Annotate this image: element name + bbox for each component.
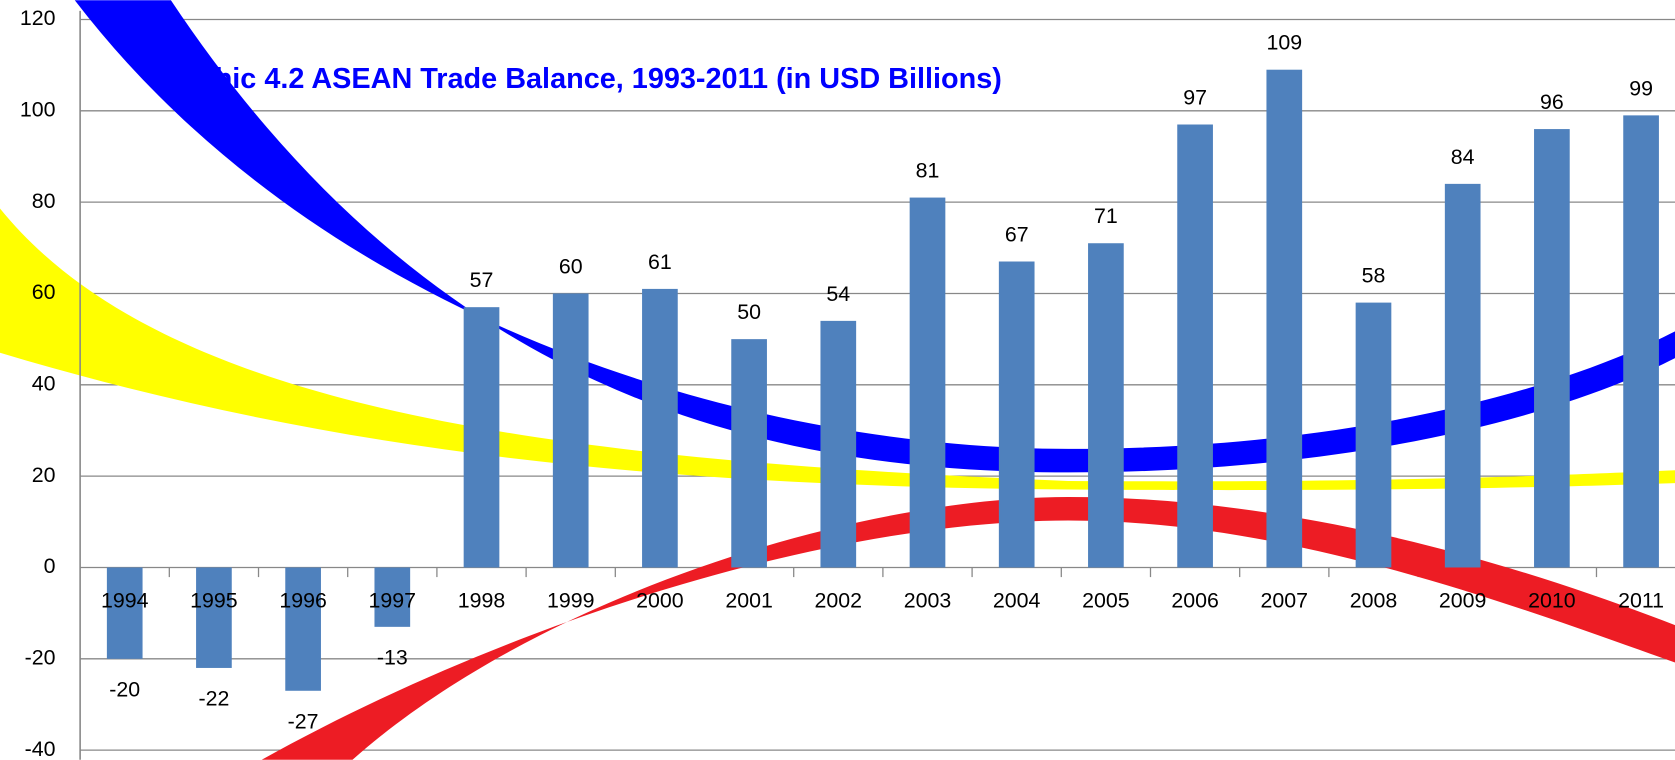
bar xyxy=(820,321,856,568)
x-tick-label: 2008 xyxy=(1350,588,1398,612)
x-tick-label: 2006 xyxy=(1171,588,1219,612)
y-tick-label: -40 xyxy=(25,737,56,760)
x-tick-label: 2007 xyxy=(1261,588,1309,612)
bar xyxy=(1534,129,1570,567)
x-tick-label: 1994 xyxy=(101,588,149,612)
data-label: 54 xyxy=(826,282,850,306)
x-tick-label: 2003 xyxy=(904,588,952,612)
data-label: 81 xyxy=(916,159,940,183)
x-tick-label: 1999 xyxy=(547,588,595,612)
bar xyxy=(553,293,589,567)
x-tick-label: 1995 xyxy=(190,588,238,612)
x-tick-label: 1996 xyxy=(279,588,327,612)
bar xyxy=(1623,115,1659,567)
x-tick-label: 2004 xyxy=(993,588,1041,612)
data-label: 99 xyxy=(1629,76,1653,100)
y-tick-label: 120 xyxy=(20,6,56,30)
y-tick-label: 60 xyxy=(32,280,56,304)
x-tick-label: 2005 xyxy=(1082,588,1130,612)
x-tick-label: 2001 xyxy=(725,588,773,612)
y-tick-label: 0 xyxy=(44,554,56,578)
x-tick-label: 2009 xyxy=(1439,588,1487,612)
y-tick-label: -20 xyxy=(25,645,56,669)
chart: Graphic 4.2 ASEAN Trade Balance, 1993-20… xyxy=(0,0,1675,760)
data-label: 71 xyxy=(1094,204,1118,228)
bar xyxy=(1088,243,1124,567)
x-tick-label: 1998 xyxy=(458,588,506,612)
bar xyxy=(1356,303,1392,568)
data-label: -22 xyxy=(198,687,229,711)
x-tick-label: 1997 xyxy=(369,588,417,612)
bar xyxy=(464,307,500,567)
data-label: 84 xyxy=(1451,145,1475,169)
data-label: -27 xyxy=(288,709,319,733)
bar xyxy=(642,289,678,568)
data-label: 50 xyxy=(737,300,761,324)
data-label: 60 xyxy=(559,254,583,278)
data-label: 61 xyxy=(648,250,672,274)
bar xyxy=(285,567,321,690)
data-label: 57 xyxy=(470,268,494,292)
y-tick-label: 40 xyxy=(32,371,56,395)
data-label: -13 xyxy=(377,646,408,670)
data-label: 109 xyxy=(1266,31,1302,55)
bar xyxy=(196,567,232,667)
bar xyxy=(107,567,143,658)
x-tick-label: 2010 xyxy=(1528,588,1576,612)
y-tick-label: 80 xyxy=(32,189,56,213)
y-tick-label: 100 xyxy=(20,97,56,121)
page: {"chart_data": {"type": "bar", "title": … xyxy=(0,0,1675,760)
bar xyxy=(731,339,767,567)
bar xyxy=(910,198,946,568)
chart-title: Graphic 4.2 ASEAN Trade Balance, 1993-20… xyxy=(147,63,1001,95)
data-label: 67 xyxy=(1005,223,1029,247)
bar xyxy=(1445,184,1481,568)
x-tick-label: 2000 xyxy=(636,588,684,612)
data-label: 58 xyxy=(1362,264,1386,288)
x-tick-label: 2002 xyxy=(815,588,863,612)
y-tick-label: 20 xyxy=(32,463,56,487)
data-label: 97 xyxy=(1183,86,1207,110)
bar xyxy=(999,262,1035,568)
data-label: -20 xyxy=(109,677,140,701)
x-tick-label: 2011 xyxy=(1618,588,1664,612)
bar xyxy=(1177,125,1213,568)
bar xyxy=(1266,70,1302,568)
data-label: 96 xyxy=(1540,90,1564,114)
